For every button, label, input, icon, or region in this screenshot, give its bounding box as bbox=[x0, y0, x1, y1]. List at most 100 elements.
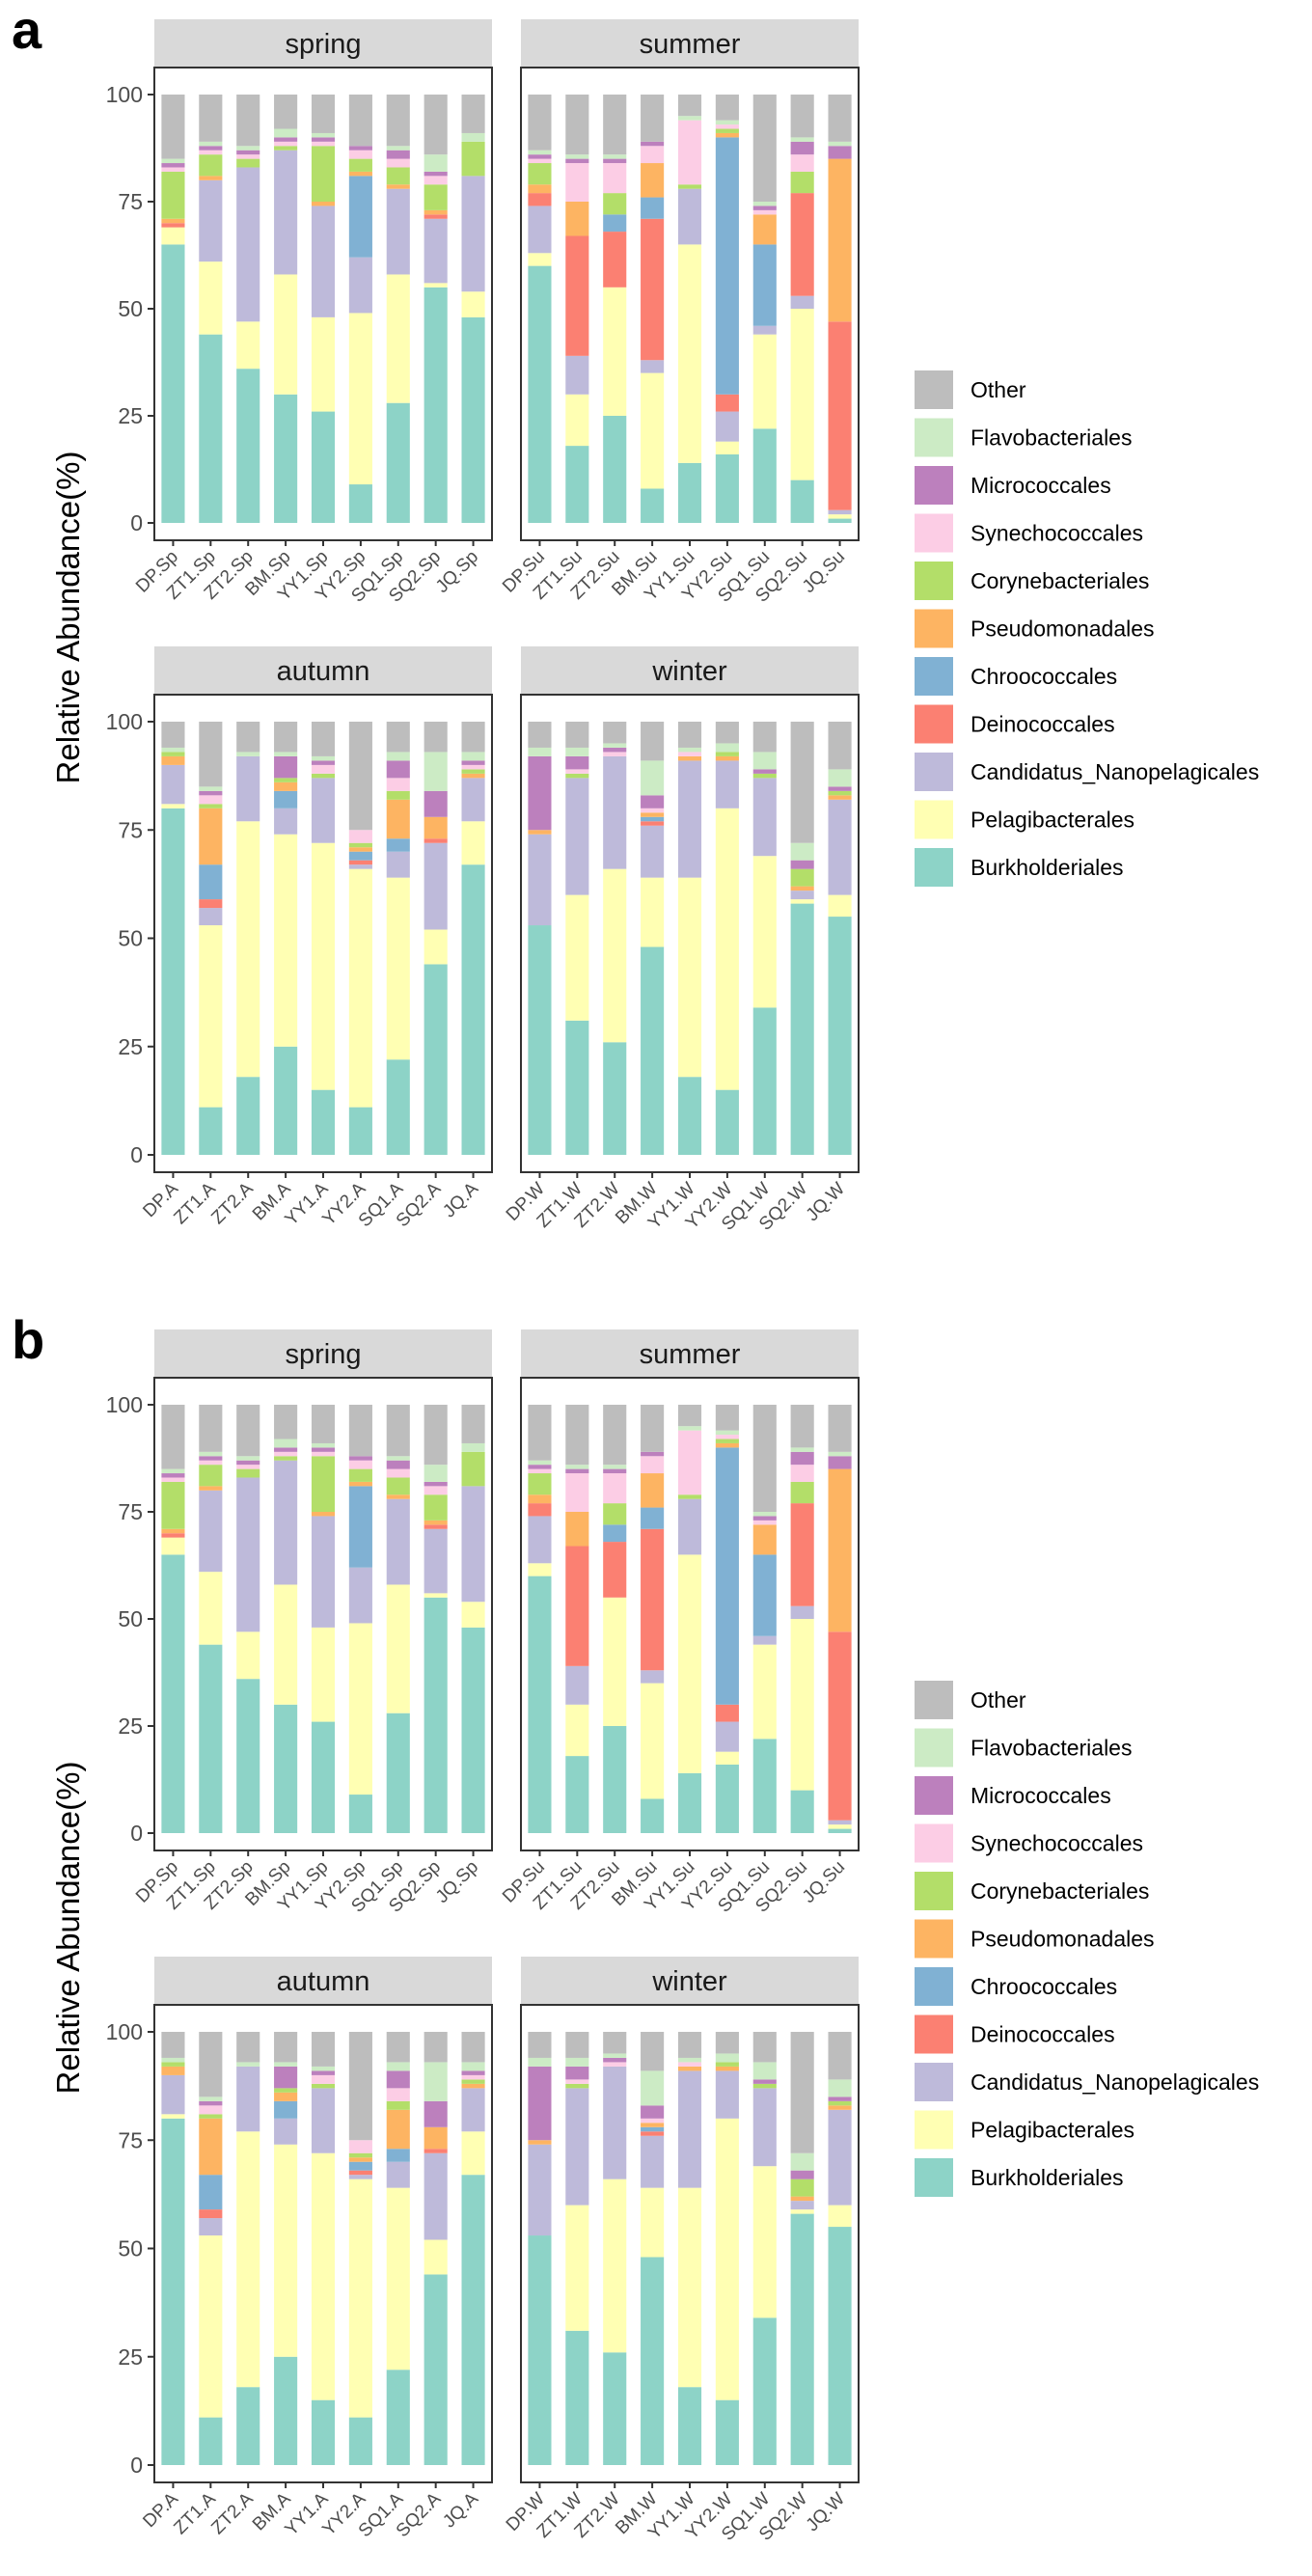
facet-title: spring bbox=[286, 1339, 362, 1370]
bar-segment-sq2-a-other bbox=[424, 722, 448, 753]
bar-segment-zt1-sp-corynebacteriales bbox=[199, 1465, 223, 1487]
bar-segment-sq2-w-corynebacteriales bbox=[790, 868, 814, 887]
bar-segment-bm-sp-flavobacteriales bbox=[274, 128, 298, 138]
bar-segment-sq1-a-flavobacteriales bbox=[386, 752, 410, 761]
bar-segment-dp-a-pelagibacterales bbox=[161, 2114, 185, 2119]
y-tick-label: 25 bbox=[118, 1034, 143, 1059]
bar-segment-sq2-su-candidatus-nanopelagicales bbox=[790, 1605, 814, 1619]
bar-segment-yy2-sp-pelagibacterales bbox=[348, 1623, 372, 1795]
bar-segment-jq-a-burkholderiales bbox=[461, 864, 485, 1155]
legend-swatch-pelagibacterales bbox=[915, 800, 953, 839]
bar-segment-zt1-su-deinococcales bbox=[565, 235, 589, 356]
facet-winter: winterDP.WZT1.WZT2.WBM.WYY1.WYY2.WSQ1.WS… bbox=[503, 646, 860, 1235]
legend-label-deinococcales: Deinococcales bbox=[970, 712, 1115, 737]
bar-segment-bm-w-pseudomonadales bbox=[641, 812, 665, 817]
bar-segment-jq-sp-pelagibacterales bbox=[461, 1602, 485, 1628]
bar-segment-yy1-a-candidatus-nanopelagicales bbox=[311, 778, 336, 843]
bar-segment-bm-w-candidatus-nanopelagicales bbox=[641, 825, 665, 878]
bar-segment-jq-a-pelagibacterales bbox=[461, 821, 485, 865]
bar-segment-zt2-sp-synechococcales bbox=[236, 154, 260, 159]
bar-segment-zt1-w-candidatus-nanopelagicales bbox=[565, 778, 589, 895]
legend-swatch-burkholderiales bbox=[915, 848, 953, 887]
legend-swatch-pseudomonadales bbox=[915, 1919, 953, 1959]
bar-segment-yy1-a-burkholderiales bbox=[311, 2399, 336, 2465]
bar-segment-sq1-su-micrococcales bbox=[752, 206, 777, 210]
bar-segment-bm-w-micrococcales bbox=[641, 2105, 665, 2119]
bar-segment-zt2-su-chroococcales bbox=[603, 214, 627, 233]
y-tick-label: 50 bbox=[118, 1606, 143, 1631]
bar-segment-dp-sp-other bbox=[161, 95, 185, 159]
legend-label-candidatus-nanopelagicales: Candidatus_Nanopelagicales bbox=[970, 2069, 1259, 2095]
bar-segment-jq-sp-flavobacteriales bbox=[461, 132, 485, 142]
bar-segment-dp-w-other bbox=[528, 722, 552, 748]
bar-segment-zt1-su-other bbox=[565, 1405, 589, 1466]
bar-segment-zt1-a-corynebacteriales bbox=[199, 2114, 223, 2119]
bar-segment-sq2-sp-deinococcales bbox=[424, 214, 448, 219]
bar-segment-yy1-su-corynebacteriales bbox=[677, 1494, 702, 1499]
bar-segment-yy2-sp-chroococcales bbox=[348, 1486, 372, 1568]
bar-segment-zt1-sp-flavobacteriales bbox=[199, 141, 223, 147]
bar-segment-zt2-w-candidatus-nanopelagicales bbox=[603, 2066, 627, 2179]
legend-label-pseudomonadales: Pseudomonadales bbox=[970, 1927, 1155, 1952]
legend-label-burkholderiales: Burkholderiales bbox=[970, 855, 1124, 880]
facet-title: winter bbox=[651, 1966, 727, 1997]
bar-segment-dp-su-pelagibacterales bbox=[528, 253, 552, 266]
y-axis-label: Relative Abundance(%) bbox=[50, 1762, 86, 2095]
bar-segment-yy1-sp-corynebacteriales bbox=[311, 1456, 336, 1512]
bar-segment-zt1-a-pseudomonadales bbox=[199, 2118, 223, 2176]
facet-strip bbox=[521, 1957, 859, 2005]
bar-segment-bm-a-corynebacteriales bbox=[274, 2088, 298, 2093]
bar-segment-zt2-sp-corynebacteriales bbox=[236, 1468, 260, 1478]
bar-segment-sq2-a-burkholderiales bbox=[424, 2274, 448, 2465]
legend-label-deinococcales: Deinococcales bbox=[970, 2022, 1115, 2047]
bar-segment-jq-a-micrococcales bbox=[461, 760, 485, 765]
bar-segment-dp-sp-other bbox=[161, 1405, 185, 1469]
bar-segment-zt1-su-flavobacteriales bbox=[565, 154, 589, 159]
facet-strip bbox=[154, 19, 492, 68]
bar-segment-zt2-a-other bbox=[236, 722, 260, 753]
panel-letter: a bbox=[12, 0, 42, 60]
y-tick-label: 100 bbox=[106, 1392, 143, 1417]
bar-segment-dp-a-candidatus-nanopelagicales bbox=[161, 764, 185, 805]
bar-segment-zt2-a-other bbox=[236, 2032, 260, 2063]
bar-segment-sq1-w-corynebacteriales bbox=[752, 2083, 777, 2089]
bar-segment-sq2-sp-flavobacteriales bbox=[424, 154, 448, 172]
bar-segment-yy2-su-candidatus-nanopelagicales bbox=[715, 411, 739, 442]
bar-segment-bm-su-deinococcales bbox=[641, 218, 665, 361]
bar-segment-jq-sp-other bbox=[461, 95, 485, 133]
bar-segment-dp-sp-pseudomonadales bbox=[161, 218, 185, 224]
bar-segment-sq2-w-burkholderiales bbox=[790, 903, 814, 1155]
bar-segment-zt2-w-micrococcales bbox=[603, 2057, 627, 2063]
bar-segment-zt2-w-synechococcales bbox=[603, 752, 627, 756]
bar-segment-zt2-su-pelagibacterales bbox=[603, 1597, 627, 1726]
bar-segment-zt1-a-synechococcales bbox=[199, 795, 223, 805]
bar-segment-yy2-w-pelagibacterales bbox=[715, 2118, 739, 2400]
bar-segment-yy1-sp-burkholderiales bbox=[311, 1721, 336, 1833]
bar-segment-yy1-w-burkholderiales bbox=[677, 1077, 702, 1155]
bar-segment-zt1-w-candidatus-nanopelagicales bbox=[565, 2088, 589, 2206]
bar-segment-sq2-sp-burkholderiales bbox=[424, 1597, 448, 1833]
bar-segment-yy2-su-flavobacteriales bbox=[715, 120, 739, 125]
bar-segment-sq2-su-other bbox=[790, 95, 814, 138]
bar-segment-bm-w-flavobacteriales bbox=[641, 760, 665, 796]
bar-segment-jq-su-other bbox=[828, 1405, 852, 1452]
legend-label-burkholderiales: Burkholderiales bbox=[970, 2165, 1124, 2190]
legend-swatch-synechococcales bbox=[915, 513, 953, 553]
bar-segment-jq-w-pelagibacterales bbox=[828, 894, 852, 918]
bar-segment-bm-a-flavobacteriales bbox=[274, 2062, 298, 2067]
bar-segment-yy1-su-burkholderiales bbox=[677, 1772, 702, 1833]
bar-segment-yy2-a-pelagibacterales bbox=[348, 868, 372, 1108]
bar-segment-jq-su-micrococcales bbox=[828, 146, 852, 159]
bar-segment-sq2-su-flavobacteriales bbox=[790, 1447, 814, 1452]
bar-segment-jq-sp-burkholderiales bbox=[461, 316, 485, 523]
bar-segment-sq2-a-deinococcales bbox=[424, 838, 448, 843]
bar-segment-dp-su-synechococcales bbox=[528, 158, 552, 164]
bar-segment-dp-su-micrococcales bbox=[528, 1465, 552, 1469]
bar-segment-zt1-sp-corynebacteriales bbox=[199, 154, 223, 177]
legend-label-micrococcales: Micrococcales bbox=[970, 473, 1111, 498]
bar-segment-jq-a-pseudomonadales bbox=[461, 2083, 485, 2089]
bar-segment-bm-w-burkholderiales bbox=[641, 2257, 665, 2465]
bar-segment-sq1-a-pseudomonadales bbox=[386, 799, 410, 839]
bar-segment-jq-a-corynebacteriales bbox=[461, 769, 485, 774]
bar-segment-zt1-sp-burkholderiales bbox=[199, 1644, 223, 1833]
